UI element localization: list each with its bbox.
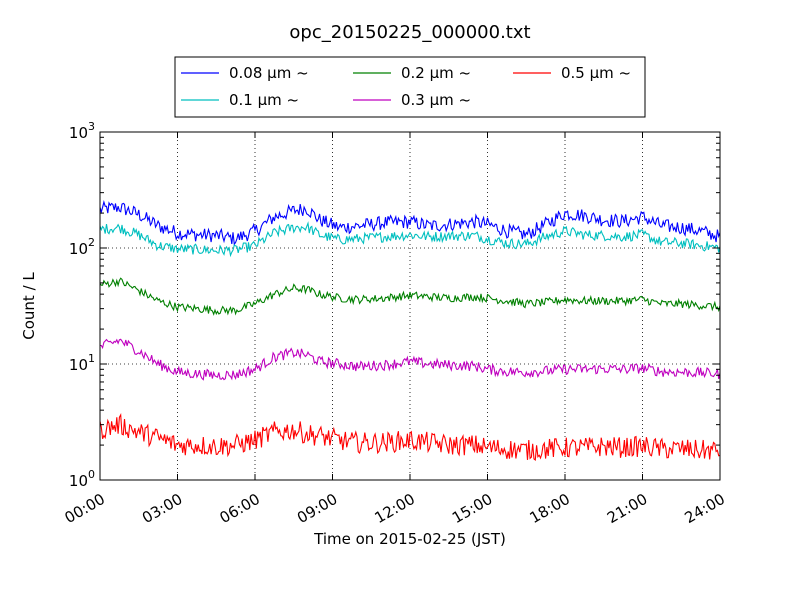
y-tick-label: 103 <box>69 120 95 142</box>
chart-title: opc_20150225_000000.txt <box>289 22 530 43</box>
ticks: 00:00 03:00 06:00 09:00 12:00 15:00 18:00 21:00… <box>62 120 728 527</box>
legend-label: 0.08 μm ~ <box>229 64 309 82</box>
y-tick-label: 100 <box>69 468 95 490</box>
y-tick-label: 101 <box>69 352 95 374</box>
x-tick-label: 06:00 <box>217 490 263 527</box>
x-tick-label: 21:00 <box>604 490 650 527</box>
legend-label: 0.1 μm ~ <box>229 91 299 109</box>
legend: 0.08 μm ~ 0.1 μm ~ 0.2 μm ~ 0.3 μm ~ 0.5 μm … <box>174 56 646 118</box>
legend-label: 0.5 μm ~ <box>561 64 631 82</box>
x-tick-label: 18:00 <box>527 490 573 527</box>
series-line <box>99 412 721 461</box>
x-tick-label: 12:00 <box>372 490 418 527</box>
grid <box>100 132 720 480</box>
series-group <box>99 200 721 461</box>
y-axis-label: Count / L <box>20 272 38 340</box>
x-tick-label: 03:00 <box>139 490 185 527</box>
legend-label: 0.3 μm ~ <box>401 91 471 109</box>
series-line <box>99 200 721 246</box>
y-tick-label: 102 <box>69 236 95 258</box>
x-tick-label: 24:00 <box>682 490 728 527</box>
legend-label: 0.2 μm ~ <box>401 64 471 82</box>
x-tick-label: 15:00 <box>449 490 495 527</box>
x-tick-label: 00:00 <box>62 490 108 527</box>
x-axis-label: Time on 2015-02-25 (JST) <box>313 530 506 548</box>
series-line <box>100 338 721 381</box>
series-line <box>99 277 721 316</box>
series-line <box>99 221 721 258</box>
x-tick-label: 09:00 <box>294 490 340 527</box>
legend-frame <box>174 56 646 118</box>
